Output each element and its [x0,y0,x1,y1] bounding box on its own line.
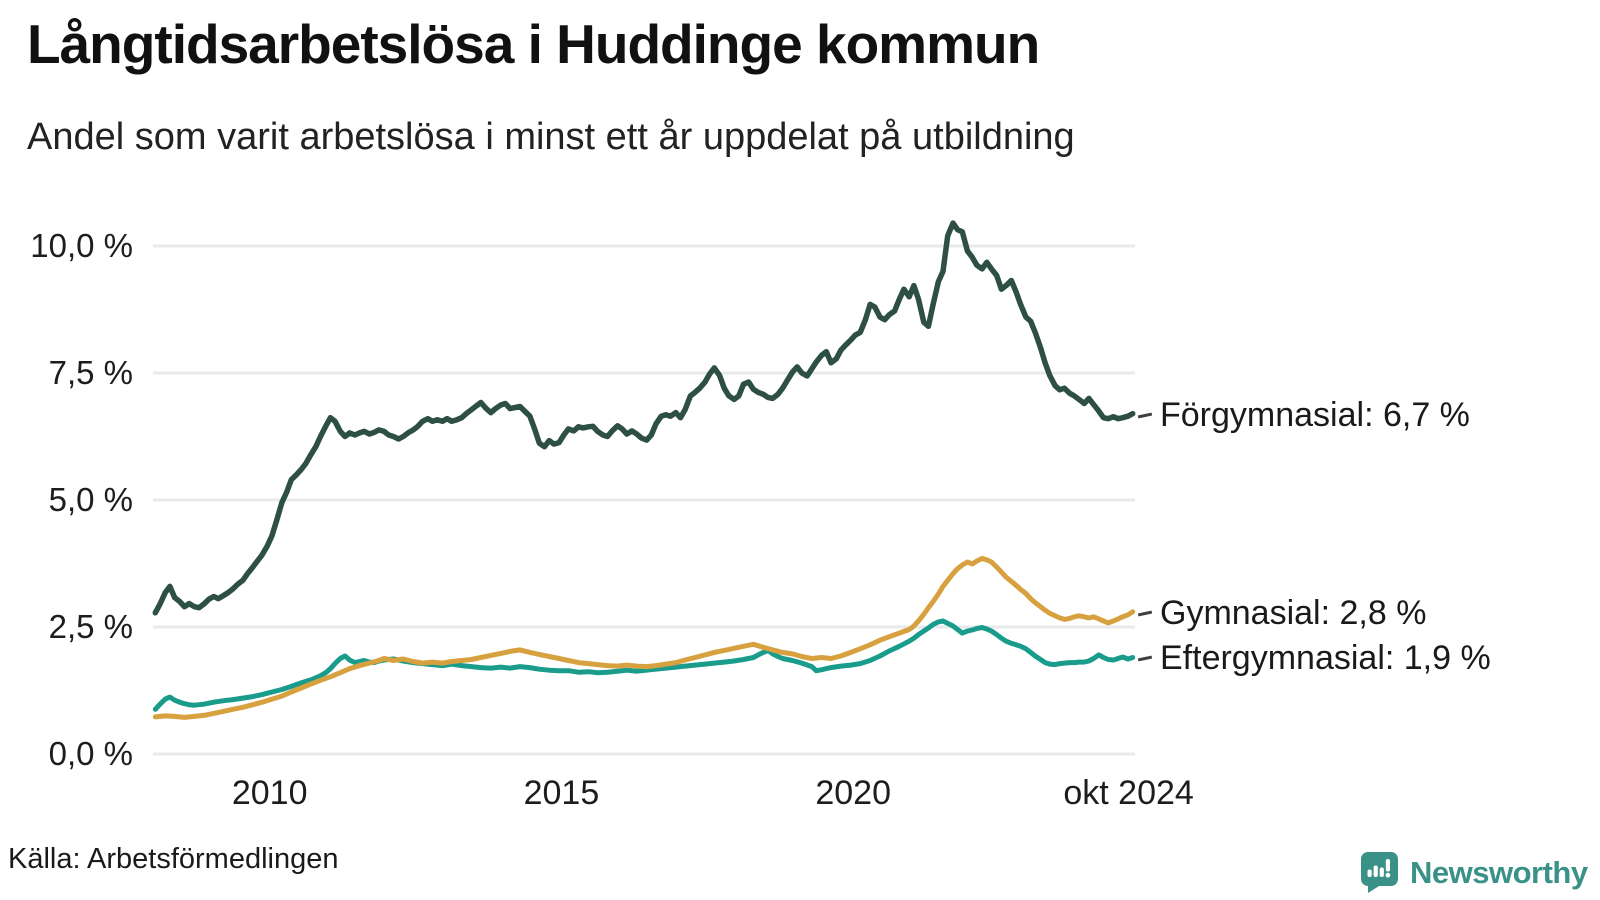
series-label-text: Förgymnasial: 6,7 % [1160,395,1470,434]
y-tick-label: 7,5 % [48,354,133,391]
label-connector-dash [1137,610,1153,617]
page-title: Långtidsarbetslösa i Huddinge kommun [27,13,1040,75]
newsworthy-branding[interactable]: Newsworthy [1360,852,1588,893]
page-subtitle: Andel som varit arbetslösa i minst ett å… [27,116,1075,158]
x-tick-label: 2015 [523,774,600,812]
series-label-förgymnasial: Förgymnasial: 6,7 % [1137,395,1470,435]
series-label-gymnasial: Gymnasial: 2,8 % [1137,593,1427,633]
logo-exclamation-dot [1385,872,1391,878]
y-tick-label: 2,5 % [48,608,133,645]
logo-bar-tall [1373,865,1378,877]
series-line-förgymnasial [152,220,1136,616]
y-tick-label: 10,0 % [30,227,133,264]
x-tick-label: okt 2024 [1063,774,1194,812]
x-tick-label: 2010 [231,774,308,812]
source-note: Källa: Arbetsförmedlingen [8,843,339,875]
newsworthy-logo-icon [1361,852,1398,893]
series-label-eftergymnasial: Eftergymnasial: 1,9 % [1137,639,1491,678]
y-tick-label: 0,0 % [48,735,133,772]
logo-bar-medium [1379,867,1384,877]
label-connector-dash [1137,412,1153,419]
y-tick-label: 5,0 % [48,481,133,518]
series-label-text: Eftergymnasial: 1,9 % [1160,639,1491,678]
logo-exclamation-bar [1385,859,1390,872]
logo-bar-small [1367,869,1372,877]
series-line-gymnasial [152,555,1136,720]
x-tick-label: 2020 [815,774,891,812]
series-line-eftergymnasial [152,618,1136,712]
series-label-text: Gymnasial: 2,8 % [1160,593,1427,632]
newsworthy-wordmark: Newsworthy [1410,854,1588,890]
label-connector-dash [1137,656,1153,662]
